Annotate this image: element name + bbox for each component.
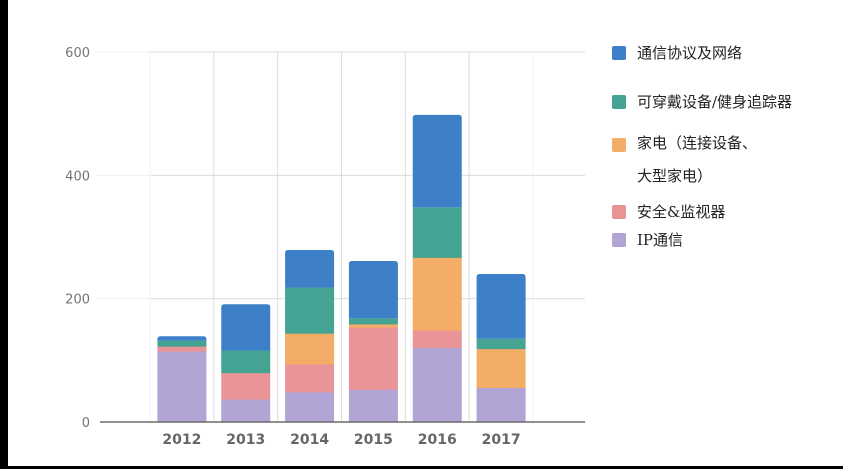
bar-segment [221,372,271,400]
y-tick-label: 600 [65,46,90,61]
legend-item: IP通信 [612,225,842,255]
bar-segment [348,323,398,328]
bar-segment [412,347,462,423]
stacked-bar-chart: 0 200 400 600 2012 2013 2014 2015 2016 2017 [65,46,585,448]
bar-segment [476,274,526,339]
legend-label: 家电（连接设备、 大型家电） [637,134,758,185]
bar-segment [348,318,398,325]
legend-item: 可穿戴设备/健身追踪器 [612,87,842,128]
bar-segment [157,346,207,352]
legend-item: 安全&监视器 [612,197,842,225]
bar-segment [285,249,335,288]
chart-canvas: 0 200 400 600 2012 2013 2014 2015 2016 2017 通信协议及… [8,0,843,466]
legend-item: 通信协议及网络 [612,38,842,87]
legend-label: 可穿戴设备/健身追踪器 [637,93,793,111]
x-tick-label: 2017 [482,432,521,448]
axis: 0 200 400 600 2012 2013 2014 2015 2016 2017 [65,46,585,448]
x-tick-label: 2014 [290,432,329,448]
bar-segment [221,350,271,374]
x-tick-label: 2012 [162,432,201,448]
x-tick-label: 2015 [354,432,393,448]
bar-segment [348,327,398,390]
bar-segment [412,207,462,258]
bar-segment [476,387,526,423]
y-tick-label: 0 [82,416,90,431]
bar-segment [285,364,335,393]
bars [157,114,526,423]
bar-segment [476,348,526,388]
bar-segment [221,399,271,423]
bar-segment [412,330,462,348]
legend-swatch [612,138,626,152]
bar-segment [348,389,398,423]
grid [96,51,585,422]
legend-swatch [612,46,626,60]
bar-segment [412,257,462,331]
legend-label: IP通信 [637,231,684,249]
bar-segment [412,114,462,208]
bar-segment [348,261,398,319]
x-tick-label: 2013 [226,432,265,448]
y-tick-label: 200 [65,293,90,308]
y-tick-label: 400 [65,169,90,184]
legend-swatch [612,95,626,109]
legend-label: 通信协议及网络 [637,44,743,62]
legend-item: 家电（连接设备、 大型家电） [612,128,842,197]
legend-swatch [612,233,626,247]
x-tick-label: 2016 [418,432,457,448]
legend-swatch [612,205,626,219]
bar-segment [476,338,526,350]
bar-segment [285,391,335,423]
bar-segment [157,351,207,423]
bar-segment [285,333,335,365]
bar-segment [157,336,207,341]
bar-segment [221,304,271,351]
bar-segment [285,287,335,334]
bar-segment [157,340,207,347]
legend-label: 安全&监视器 [637,203,726,221]
